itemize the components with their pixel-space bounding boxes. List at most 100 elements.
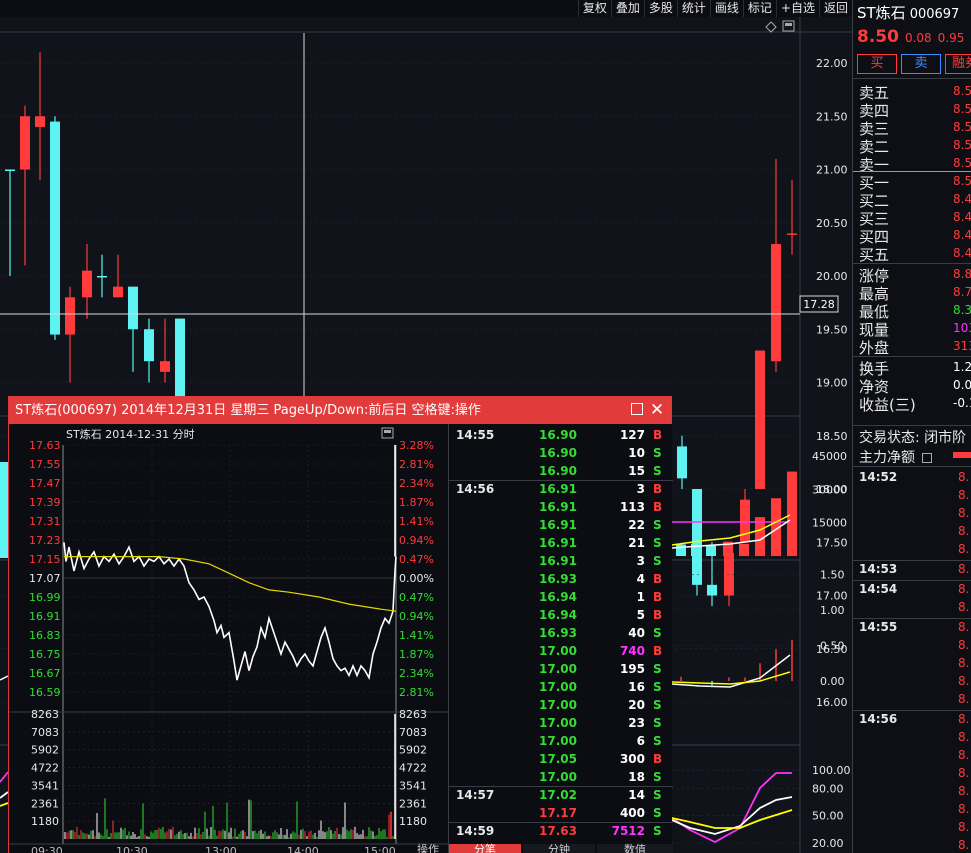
price-tick-label: 21.00 [816,164,848,177]
candle-body [787,233,797,235]
intraday-price-label: 16.91 [29,610,61,623]
quote-value: 0.0 [953,378,971,392]
macd-line [0,675,9,681]
indicator-tick-label: 20.00 [812,837,844,850]
quote-value: 3135 [953,339,971,353]
candle-body [65,297,75,335]
toolbar-button[interactable]: 复权 [577,0,611,17]
quote-label: 现量 [859,321,890,339]
trade-price: 17.05 [539,752,577,766]
quote-value: -0.12 [953,396,971,410]
quote-row: 涨停 8.8 [859,265,971,285]
popup-tab[interactable]: 操作 [417,843,439,853]
quote-row: 卖一 8.5 [859,154,971,174]
volume-bar [0,462,8,558]
tick-value: 8. [958,692,970,706]
trade-volume: 14 [628,788,645,802]
crosshair-price-box [799,295,839,313]
trade-price: 16.93 [539,626,577,640]
trade-side: B [653,500,663,514]
tick-value: 8. [958,802,970,816]
trade-row: 16.93 40 S [449,626,673,644]
diamond-icon[interactable] [765,21,777,33]
divider [853,425,971,426]
volume-tick-label: 30000 [812,483,847,496]
candle-body [128,286,138,330]
margin-button[interactable]: 融券 [945,54,971,74]
intraday-pct-label: 1.41% [399,629,434,642]
price-tick-label: 19.00 [816,377,848,390]
quote-label: 买一 [859,174,890,192]
intraday-price-label: 17.55 [29,458,61,471]
trade-time: 14:57 [456,788,495,802]
quote-row: 现量 103 [859,319,971,339]
trade-row: 17.00 195 S [449,662,673,680]
toolbar-button[interactable]: 统计 [676,0,710,17]
kdj-j-line [671,772,792,844]
trade-volume: 3 [636,554,645,568]
quote-label: 净资 [859,378,890,396]
trade-row: 14:55 16.90 127 B [449,428,673,446]
chart-options-icons[interactable] [765,20,795,33]
popup-title[interactable]: ST炼石(000697) 2014年12月31日 星期三 PageUp/Down… [9,397,671,424]
popup-tabs: 操作 分笔 分钟 数值 [417,844,673,853]
trade-volume: 4 [636,572,645,586]
list-icon[interactable] [922,453,933,463]
volume-bar [706,545,716,556]
toolbar-button[interactable]: 返回 [818,0,852,17]
trade-row: 17.00 23 S [449,716,673,734]
toolbar-button[interactable]: 叠加 [610,0,644,17]
buy-button[interactable]: 买 [857,54,897,74]
popup-tab[interactable]: 数值 [597,844,673,853]
intraday-chart[interactable]: 17.63 3.28% 17.55 2.81% 17.47 2.34% 17.39 1.87%… [9,424,448,853]
sell-button[interactable]: 卖 [901,54,941,74]
quote-row: 卖四 8.5 [859,100,971,120]
trade-side: S [653,734,662,748]
intraday-pct-label: 1.41% [399,515,434,528]
toolbar-button[interactable]: 画线 [709,0,743,17]
trade-volume: 740 [619,644,645,658]
trade-volume: 3 [636,482,645,496]
quote-label: 最高 [859,285,890,303]
trade-price: 17.00 [539,734,577,748]
quote-label: 卖五 [859,84,890,102]
price-tick-label: 16.00 [816,696,848,709]
volume-label-right: 7083 [399,726,427,739]
main-flow-row[interactable]: 主力净额 [859,447,971,466]
window-icon[interactable] [782,20,795,32]
divider [853,78,971,79]
quote-value: 8.4 [953,192,971,206]
toolbar-button[interactable]: 标记 [742,0,776,17]
toolbar-button[interactable]: 多股 [643,0,677,17]
chart-menu-icon[interactable] [381,427,394,439]
tick-value: 8. [958,582,970,596]
trade-row: 16.90 15 S [449,464,673,482]
popup-tab[interactable]: 分笔 [449,844,521,853]
tick-value: 8. [958,748,970,762]
quote-row: 最高 8.7 [859,283,971,303]
volume-bar [787,471,797,556]
tick-time: 14:55 [859,620,898,634]
trade-side: S [653,662,662,676]
intraday-pct-label: 0.00% [399,572,434,585]
quote-label: 买二 [859,192,890,210]
candle-body [160,361,170,372]
crosshair: 17.28 [0,33,839,396]
popup-tab[interactable]: 分钟 [523,844,595,853]
toolbar-button[interactable]: +自选 [775,0,819,17]
crosshair-price-label: 17.28 [803,298,835,311]
volume-label-left: 3541 [31,779,59,792]
flow-bar [953,452,971,458]
quote-row: 买二 8.4 [859,190,971,210]
trade-row: 17.00 6 S [449,734,673,752]
volume-tick-label: 15000 [812,517,847,530]
intraday-pct-label: 3.28% [399,439,434,452]
intraday-pct-label: 0.94% [399,534,434,547]
intraday-pct-label: 1.87% [399,496,434,509]
close-icon[interactable]: ✕ [649,400,665,420]
quote-label: 卖三 [859,120,890,138]
volume-bar [755,517,765,556]
price-tick-label: 20.00 [816,270,848,283]
trade-row: 16.91 113 B [449,500,673,518]
maximize-icon[interactable] [631,403,643,415]
